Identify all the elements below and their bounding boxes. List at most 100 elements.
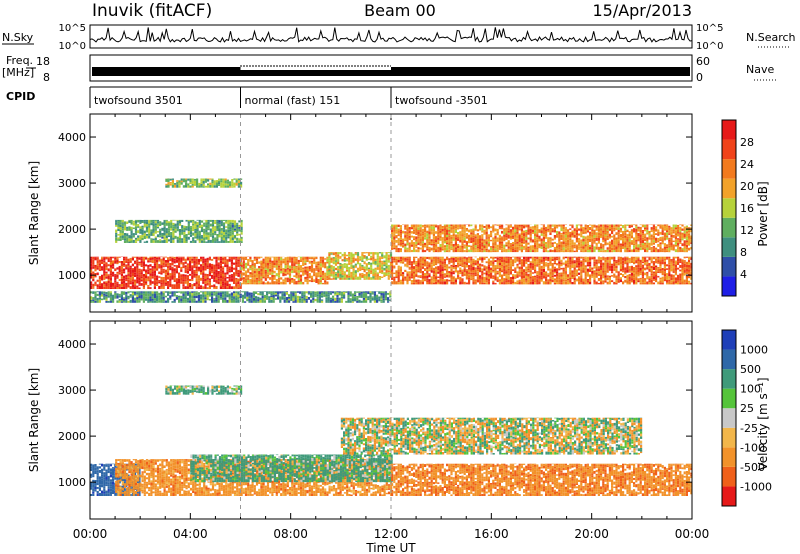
heatmap-cell (98, 267, 101, 270)
heatmap-cell (630, 236, 633, 239)
heatmap-cell (171, 260, 174, 263)
heatmap-cell (156, 224, 160, 227)
heatmap-cell (644, 246, 647, 250)
heatmap-cell (269, 268, 272, 272)
heatmap-cell (426, 261, 429, 263)
heatmap-cell (426, 271, 429, 274)
heatmap-cell (129, 265, 132, 268)
heatmap-cell (169, 183, 172, 186)
heatmap-cell (558, 261, 561, 264)
heatmap-cell (226, 183, 229, 186)
heatmap-cell (178, 274, 181, 276)
heatmap-cell (679, 226, 682, 231)
heatmap-cell (271, 274, 274, 278)
heatmap-cell (619, 243, 622, 246)
heatmap-cell (470, 232, 473, 235)
heatmap-cell (437, 261, 440, 264)
heatmap-cell (536, 279, 539, 283)
heatmap-cell (498, 248, 501, 250)
heatmap-cell (413, 229, 416, 232)
heatmap-cell (608, 268, 611, 271)
heatmap-cell (501, 227, 504, 230)
heatmap-cell (196, 234, 199, 236)
heatmap-cell (169, 256, 172, 259)
heatmap-cell (230, 266, 233, 270)
heatmap-cell (655, 240, 658, 243)
heatmap-cell (148, 225, 151, 228)
heatmap-cell (140, 279, 143, 282)
heatmap-cell (472, 274, 475, 278)
heatmap-cell (413, 256, 416, 259)
heatmap-cell (690, 271, 693, 275)
heatmap-cell (569, 238, 572, 241)
heatmap-cell (266, 265, 270, 269)
heatmap-cell (430, 229, 433, 232)
heatmap-cell (271, 265, 274, 268)
heatmap-cell (128, 241, 131, 243)
heatmap-cell (441, 227, 444, 229)
heatmap-cell (213, 180, 216, 183)
heatmap-cell (509, 231, 512, 234)
heatmap-cell (578, 256, 581, 259)
heatmap-cell (206, 276, 209, 278)
heatmap-cell (481, 224, 484, 226)
heatmap-cell (553, 246, 556, 250)
heatmap-cell (341, 265, 344, 268)
heatmap-cell (685, 225, 688, 228)
heatmap-cell (266, 269, 270, 273)
heatmap-cell (604, 236, 607, 238)
heatmap-cell (512, 244, 515, 247)
heatmap-cell (131, 263, 134, 267)
heatmap-cell (591, 269, 594, 271)
heatmap-cell (211, 179, 214, 182)
heatmap-cell (138, 274, 141, 278)
heatmap-cell (688, 271, 691, 274)
heatmap-cell (534, 266, 537, 270)
heatmap-cell (589, 261, 592, 265)
heatmap-cell (553, 235, 556, 238)
heatmap-cell (269, 277, 272, 280)
heatmap-cell (591, 227, 594, 230)
heatmap-cell (240, 236, 243, 239)
heatmap-cell (666, 230, 669, 233)
heatmap-cell (463, 227, 466, 230)
heatmap-cell (564, 274, 567, 278)
heatmap-cell (584, 274, 587, 277)
heatmap-cell (385, 253, 388, 257)
heatmap-cell (222, 234, 226, 238)
heatmap-cell (321, 278, 325, 280)
heatmap-cell (659, 282, 662, 285)
heatmap-cell (139, 228, 142, 232)
heatmap-cell (158, 271, 161, 274)
heatmap-cell (606, 256, 609, 260)
heatmap-cell (586, 240, 589, 244)
heatmap-cell (659, 279, 662, 281)
heatmap-cell (501, 282, 504, 285)
heatmap-cell (163, 229, 166, 233)
heatmap-cell (191, 183, 194, 186)
heatmap-cell (147, 267, 150, 270)
heatmap-cell (385, 262, 388, 266)
heatmap-cell (399, 239, 402, 242)
heatmap-cell (624, 270, 627, 273)
heatmap-cell (424, 234, 427, 238)
heatmap-cell (479, 249, 482, 253)
heatmap-cell (619, 261, 622, 265)
heatmap-cell (518, 240, 521, 243)
heatmap-cell (381, 270, 384, 273)
heatmap-cell (200, 236, 204, 239)
heatmap-cell (490, 250, 493, 253)
heatmap-cell (507, 248, 510, 251)
heatmap-cell (410, 265, 413, 269)
heatmap-cell (553, 229, 556, 233)
heatmap-cell (225, 239, 228, 243)
heatmap-cell (167, 226, 171, 229)
heatmap-cell (365, 252, 368, 254)
heatmap-cell (215, 281, 218, 284)
heatmap-cell (126, 226, 129, 229)
heatmap-cell (584, 224, 587, 227)
heatmap-cell (143, 221, 146, 224)
heatmap-cell (547, 250, 550, 253)
heatmap-cell (439, 230, 442, 233)
heatmap-cell (430, 239, 433, 241)
